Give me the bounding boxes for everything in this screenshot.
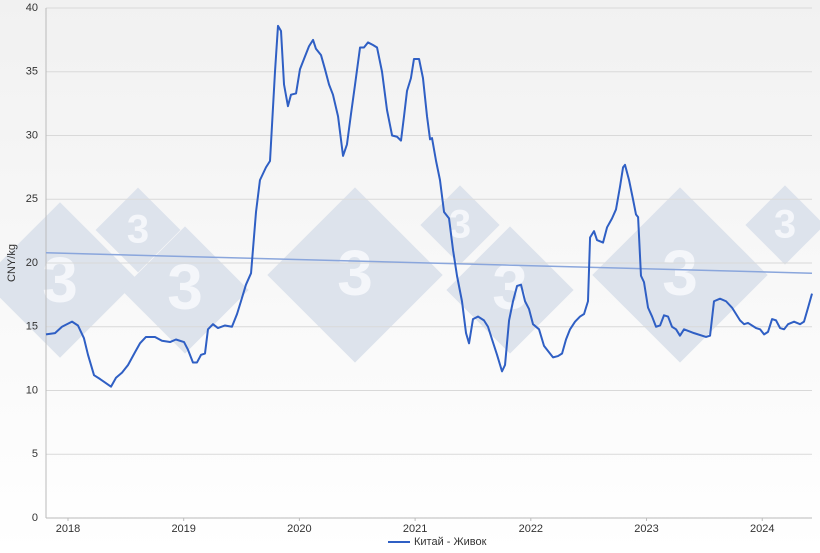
y-tick-label: 20 (26, 257, 38, 269)
x-tick-label: 2018 (56, 523, 80, 535)
svg-text:3: 3 (167, 251, 203, 323)
svg-text:3: 3 (337, 237, 373, 309)
x-tick-label: 2022 (519, 523, 543, 535)
legend-label: Китай - Живок (414, 536, 487, 548)
y-axis-label: CNY/kg (6, 244, 18, 282)
svg-text:3: 3 (449, 203, 471, 247)
plot: 0 5 10 15 20 25 30 35 40 2018 2019 2020 2021 2022 2023… (26, 2, 813, 548)
x-tick-label: 2020 (287, 523, 311, 535)
y-tick-label: 35 (26, 66, 38, 78)
svg-text:3: 3 (662, 237, 698, 309)
y-tick-label: 30 (26, 129, 38, 141)
y-tick-label: 25 (26, 193, 38, 205)
y-tick-label: 0 (32, 512, 38, 524)
x-tick-label: 2019 (171, 523, 195, 535)
trend-line (45, 252, 813, 274)
y-tick-label: 5 (32, 448, 38, 460)
x-tick-label: 2024 (750, 523, 774, 535)
data-line (45, 24, 813, 388)
y-tick-label: 40 (26, 2, 38, 14)
y-tick-label: 10 (26, 384, 38, 396)
x-tick-label: 2023 (634, 523, 658, 535)
y-tick-label: 15 (26, 321, 38, 333)
x-tick-label: 2021 (403, 523, 427, 535)
svg-text:3: 3 (774, 203, 796, 247)
svg-text:3: 3 (127, 208, 149, 252)
svg-text:3: 3 (42, 244, 78, 316)
